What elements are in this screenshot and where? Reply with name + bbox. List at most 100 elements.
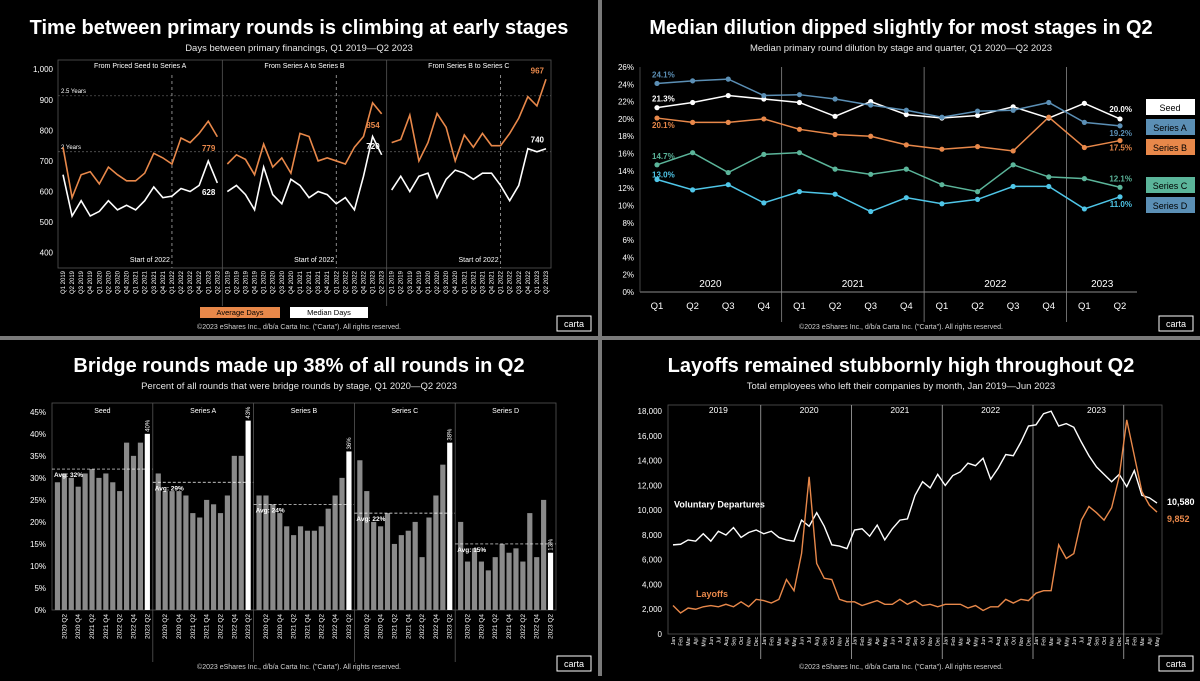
- x-tick-label: Aug: [724, 637, 730, 646]
- quarter-label: Q2: [829, 301, 842, 312]
- x-tick-label: Q2 2022: [179, 270, 185, 294]
- x-tick-label: 2022 Q4: [534, 614, 541, 639]
- x-tick-label: Dec: [754, 637, 760, 646]
- x-tick-label: Jul: [716, 637, 722, 643]
- x-tick-label: Q2 2021: [143, 270, 149, 294]
- x-tick-label: 2020 Q4: [75, 614, 82, 639]
- quarter-label: Q2: [1114, 301, 1127, 312]
- series-point-c: [654, 162, 659, 167]
- voluntary-departures-line: [673, 411, 1157, 548]
- series-end-label: 19.2%: [1109, 129, 1132, 138]
- average-days-line: [63, 121, 217, 197]
- carta-logo: carta: [564, 659, 584, 669]
- x-tick-label: 2020 Q4: [176, 614, 183, 639]
- y-tick-label: 4%: [622, 253, 634, 262]
- dilution-chart: Median dilution dipped slightly for most…: [602, 0, 1200, 336]
- chart-panel-days-between: Time between primary rounds is climbing …: [0, 0, 598, 336]
- bar: [520, 562, 525, 610]
- x-tick-label: Jun: [890, 637, 896, 645]
- x-tick-label: Q3 2022: [517, 270, 523, 294]
- bar: [96, 478, 101, 610]
- x-tick-label: Dec: [1026, 637, 1032, 646]
- carta-logo: carta: [1166, 659, 1186, 669]
- series-point-d: [797, 189, 802, 194]
- bar: [163, 491, 168, 610]
- x-tick-label: 2022 Q2: [520, 614, 527, 639]
- x-tick-label: Q4 2021: [161, 270, 167, 294]
- bar: [169, 491, 174, 610]
- y-tick-label: 45%: [30, 408, 46, 417]
- y-tick-label: 24%: [618, 80, 634, 89]
- x-tick-label: Apr: [966, 637, 972, 645]
- y-tick-label: 6%: [622, 236, 634, 245]
- x-tick-label: 2020 Q2: [61, 614, 68, 639]
- x-tick-label: Sep: [913, 637, 919, 646]
- x-tick-label: May: [974, 637, 980, 647]
- x-tick-label: Q3 2019: [408, 270, 414, 294]
- x-tick-label: Q1 2019: [225, 270, 231, 294]
- x-tick-label: Q1 2020: [426, 270, 432, 294]
- x-tick-label: Jan: [762, 637, 768, 645]
- x-tick-label: Q4 2021: [325, 270, 331, 294]
- end-value-average: 854: [366, 121, 380, 130]
- x-tick-label: Feb: [1132, 637, 1138, 646]
- bar: [406, 531, 411, 610]
- x-tick-label: Q3 2020: [115, 270, 121, 294]
- series-point-b: [939, 147, 944, 152]
- x-tick-label: 2020 Q4: [277, 614, 284, 639]
- x-tick-label: 2021 Q2: [89, 614, 96, 639]
- chart-title: Median dilution dipped slightly for most…: [649, 17, 1152, 39]
- x-tick-label: 2020 Q2: [263, 614, 270, 639]
- x-tick-label: 2021 Q4: [506, 614, 513, 639]
- segment-label: From Series B to Series C: [428, 63, 509, 70]
- average-label: Avg: 15%: [457, 547, 486, 554]
- y-tick-label: 900: [40, 96, 54, 105]
- series-end-label: 12.1%: [1109, 174, 1132, 183]
- carta-logo: carta: [564, 319, 584, 329]
- x-tick-label: Aug: [905, 637, 911, 646]
- x-tick-label: Jul: [807, 637, 813, 643]
- stage-label: Series D: [492, 408, 519, 415]
- bar: [55, 482, 60, 610]
- chart-title: Time between primary rounds is climbing …: [30, 17, 569, 39]
- series-point-d: [690, 187, 695, 192]
- series-point-a: [1046, 100, 1051, 105]
- bar: [333, 495, 338, 610]
- x-tick-label: Sep: [1095, 637, 1101, 646]
- bar: [62, 473, 67, 610]
- copyright-footer: ©2023 eShares Inc., d/b/a Carta Inc. ("C…: [197, 663, 401, 671]
- series-point-d: [939, 201, 944, 206]
- series-point-c: [761, 152, 766, 157]
- copyright-footer: ©2023 eShares Inc., d/b/a Carta Inc. ("C…: [197, 323, 401, 331]
- x-tick-label: Q2 2019: [70, 270, 76, 294]
- year-label: 2022: [984, 279, 1007, 290]
- series-point-d: [1046, 184, 1051, 189]
- y-tick-label: 8%: [622, 219, 634, 228]
- series-point-d: [1117, 194, 1122, 199]
- quarter-label: Q2: [686, 301, 699, 312]
- y-tick-label: 20%: [618, 115, 634, 124]
- x-tick-label: Oct: [830, 636, 836, 644]
- legend-label-b: Series B: [1153, 143, 1187, 153]
- x-tick-label: Jul: [1079, 637, 1085, 643]
- copyright-footer: ©2023 eShares Inc., d/b/a Carta Inc. ("C…: [799, 663, 1003, 671]
- start-2022-label: Start of 2022: [294, 257, 334, 264]
- x-tick-label: 2020 Q2: [162, 614, 169, 639]
- bar: [246, 421, 251, 610]
- x-tick-label: 2021 Q2: [492, 614, 499, 639]
- x-tick-label: 2020 Q4: [378, 614, 385, 639]
- bar: [277, 513, 282, 610]
- y-tick-label: 700: [40, 157, 54, 166]
- end-value-voluntary: 10,580: [1167, 497, 1195, 507]
- series-point-b: [975, 144, 980, 149]
- median-days-line: [63, 161, 217, 216]
- x-tick-label: Jan: [853, 637, 859, 645]
- series-point-b: [1082, 145, 1087, 150]
- series-point-seed: [1117, 116, 1122, 121]
- x-tick-label: Q4 2022: [362, 270, 368, 294]
- x-tick-label: Q2 2020: [271, 270, 277, 294]
- copyright-footer: ©2023 eShares Inc., d/b/a Carta Inc. ("C…: [799, 323, 1003, 331]
- x-tick-label: 2020 Q4: [478, 614, 485, 639]
- series-point-a: [868, 102, 873, 107]
- quarter-label: Q3: [864, 301, 877, 312]
